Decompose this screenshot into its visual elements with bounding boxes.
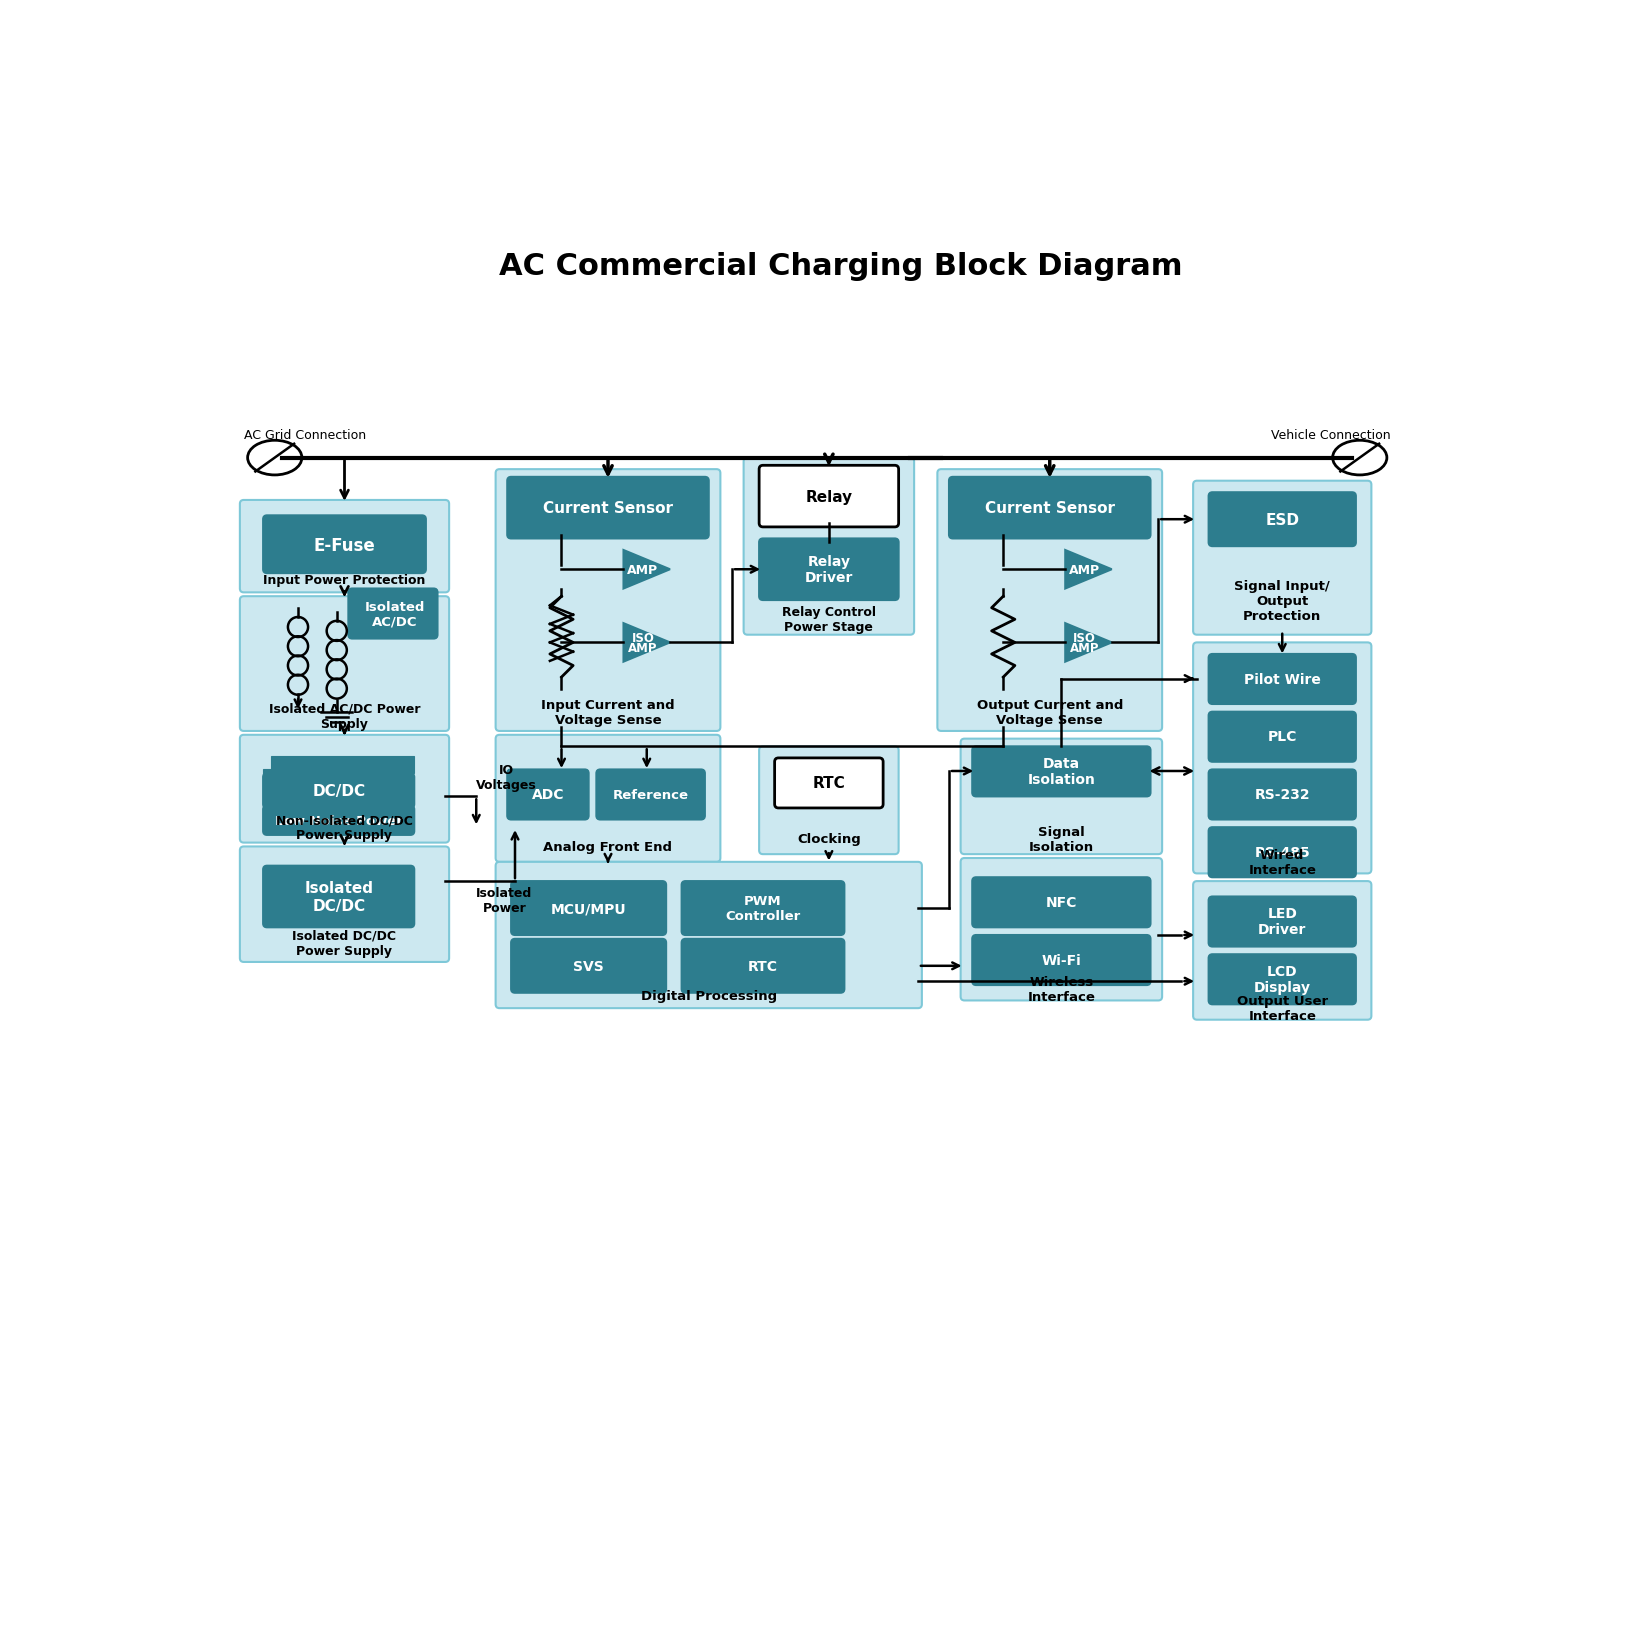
Text: Isolated
Power: Isolated Power bbox=[475, 887, 533, 915]
Text: Vehicle Connection: Vehicle Connection bbox=[1270, 429, 1390, 443]
Text: AMP: AMP bbox=[1069, 564, 1100, 577]
Text: Current Sensor: Current Sensor bbox=[983, 502, 1115, 516]
FancyBboxPatch shape bbox=[1208, 828, 1355, 879]
FancyBboxPatch shape bbox=[495, 736, 720, 862]
FancyBboxPatch shape bbox=[239, 736, 449, 842]
FancyBboxPatch shape bbox=[759, 465, 898, 528]
Text: Signal
Isolation: Signal Isolation bbox=[1028, 826, 1093, 854]
Text: IO
Voltages: IO Voltages bbox=[475, 764, 536, 792]
Text: ISO: ISO bbox=[631, 631, 654, 644]
Text: ADC: ADC bbox=[531, 788, 564, 801]
FancyBboxPatch shape bbox=[262, 774, 415, 808]
FancyBboxPatch shape bbox=[1208, 713, 1355, 762]
FancyBboxPatch shape bbox=[1193, 482, 1370, 636]
FancyBboxPatch shape bbox=[506, 477, 708, 539]
Text: Digital Processing: Digital Processing bbox=[641, 988, 777, 1001]
Text: AMP: AMP bbox=[628, 642, 657, 656]
Text: Wired
Interface: Wired Interface bbox=[1247, 849, 1316, 877]
FancyBboxPatch shape bbox=[262, 865, 415, 928]
Text: Reference: Reference bbox=[613, 788, 688, 801]
Text: Low Noise Power: Low Noise Power bbox=[275, 815, 403, 828]
Text: ESD: ESD bbox=[1264, 513, 1298, 528]
FancyBboxPatch shape bbox=[774, 759, 882, 808]
Text: PLC: PLC bbox=[1267, 729, 1296, 744]
FancyBboxPatch shape bbox=[1208, 493, 1355, 547]
Polygon shape bbox=[623, 551, 670, 588]
Text: PWM
Controller: PWM Controller bbox=[724, 895, 800, 923]
Text: AMP: AMP bbox=[1069, 642, 1098, 656]
Text: SVS: SVS bbox=[574, 959, 603, 974]
Text: RS-485: RS-485 bbox=[1254, 846, 1310, 859]
Text: ISO: ISO bbox=[1072, 631, 1095, 644]
FancyBboxPatch shape bbox=[682, 882, 844, 936]
FancyBboxPatch shape bbox=[960, 739, 1162, 854]
Text: NFC: NFC bbox=[1046, 895, 1077, 910]
Text: Output User
Interface: Output User Interface bbox=[1236, 995, 1328, 1023]
Text: Pilot Wire: Pilot Wire bbox=[1242, 672, 1319, 687]
Text: Wireless
Interface: Wireless Interface bbox=[1026, 975, 1095, 1003]
FancyBboxPatch shape bbox=[972, 747, 1151, 797]
FancyBboxPatch shape bbox=[972, 879, 1151, 928]
Text: Data
Isolation: Data Isolation bbox=[1026, 757, 1095, 787]
Text: Isolated AC/DC Power
Supply: Isolated AC/DC Power Supply bbox=[269, 701, 420, 729]
FancyBboxPatch shape bbox=[759, 747, 898, 854]
Text: Isolated
DC/DC: Isolated DC/DC bbox=[305, 880, 374, 913]
FancyBboxPatch shape bbox=[759, 539, 898, 600]
FancyBboxPatch shape bbox=[960, 859, 1162, 1001]
Text: Current Sensor: Current Sensor bbox=[543, 502, 672, 516]
FancyBboxPatch shape bbox=[1208, 897, 1355, 947]
Text: DC/DC: DC/DC bbox=[313, 783, 365, 798]
Polygon shape bbox=[1065, 624, 1111, 662]
Text: Relay Control
Power Stage: Relay Control Power Stage bbox=[782, 606, 875, 634]
Text: Non-Isolated DC/DC
Power Supply: Non-Isolated DC/DC Power Supply bbox=[275, 813, 413, 842]
FancyBboxPatch shape bbox=[949, 477, 1151, 539]
Text: Input Current and
Voltage Sense: Input Current and Voltage Sense bbox=[541, 698, 674, 726]
FancyBboxPatch shape bbox=[682, 939, 844, 993]
FancyBboxPatch shape bbox=[495, 862, 921, 1008]
FancyBboxPatch shape bbox=[511, 939, 665, 993]
Bar bbox=[262, 770, 406, 787]
Text: Input Power Protection: Input Power Protection bbox=[264, 574, 426, 587]
FancyBboxPatch shape bbox=[1193, 642, 1370, 874]
Text: Isolated DC/DC
Power Supply: Isolated DC/DC Power Supply bbox=[292, 929, 397, 957]
Text: RTC: RTC bbox=[747, 959, 777, 974]
Text: E-Fuse: E-Fuse bbox=[313, 536, 375, 554]
FancyBboxPatch shape bbox=[495, 470, 720, 731]
Text: Isolated
AC/DC: Isolated AC/DC bbox=[364, 600, 425, 628]
Text: AMP: AMP bbox=[628, 564, 657, 577]
FancyBboxPatch shape bbox=[506, 770, 588, 820]
Text: AC Grid Connection: AC Grid Connection bbox=[244, 429, 365, 443]
FancyBboxPatch shape bbox=[742, 459, 913, 636]
FancyBboxPatch shape bbox=[239, 500, 449, 593]
FancyBboxPatch shape bbox=[1193, 882, 1370, 1019]
Text: Analog Front End: Analog Front End bbox=[543, 841, 672, 854]
FancyBboxPatch shape bbox=[1208, 770, 1355, 820]
Polygon shape bbox=[1065, 551, 1111, 588]
Text: LCD
Display: LCD Display bbox=[1252, 964, 1310, 995]
FancyBboxPatch shape bbox=[239, 597, 449, 731]
FancyBboxPatch shape bbox=[597, 770, 705, 820]
Bar bbox=[270, 757, 415, 774]
FancyBboxPatch shape bbox=[239, 847, 449, 962]
Text: MCU/MPU: MCU/MPU bbox=[551, 901, 626, 916]
Text: LED
Driver: LED Driver bbox=[1257, 906, 1306, 936]
Text: RS-232: RS-232 bbox=[1254, 788, 1310, 801]
Text: RTC: RTC bbox=[811, 775, 844, 790]
Text: Wi-Fi: Wi-Fi bbox=[1041, 952, 1080, 967]
FancyBboxPatch shape bbox=[972, 936, 1151, 985]
Text: Clocking: Clocking bbox=[797, 833, 860, 846]
FancyBboxPatch shape bbox=[262, 806, 415, 836]
FancyBboxPatch shape bbox=[938, 470, 1162, 731]
FancyBboxPatch shape bbox=[511, 882, 665, 936]
FancyBboxPatch shape bbox=[262, 516, 426, 574]
FancyBboxPatch shape bbox=[1208, 654, 1355, 705]
Text: Output Current and
Voltage Sense: Output Current and Voltage Sense bbox=[975, 698, 1123, 726]
Text: Relay: Relay bbox=[805, 490, 852, 505]
FancyBboxPatch shape bbox=[347, 588, 438, 639]
Text: AC Commercial Charging Block Diagram: AC Commercial Charging Block Diagram bbox=[498, 251, 1182, 280]
Text: Signal Input/
Output
Protection: Signal Input/ Output Protection bbox=[1234, 579, 1329, 623]
Polygon shape bbox=[623, 624, 670, 662]
Text: Relay
Driver: Relay Driver bbox=[805, 556, 852, 585]
FancyBboxPatch shape bbox=[1208, 954, 1355, 1005]
